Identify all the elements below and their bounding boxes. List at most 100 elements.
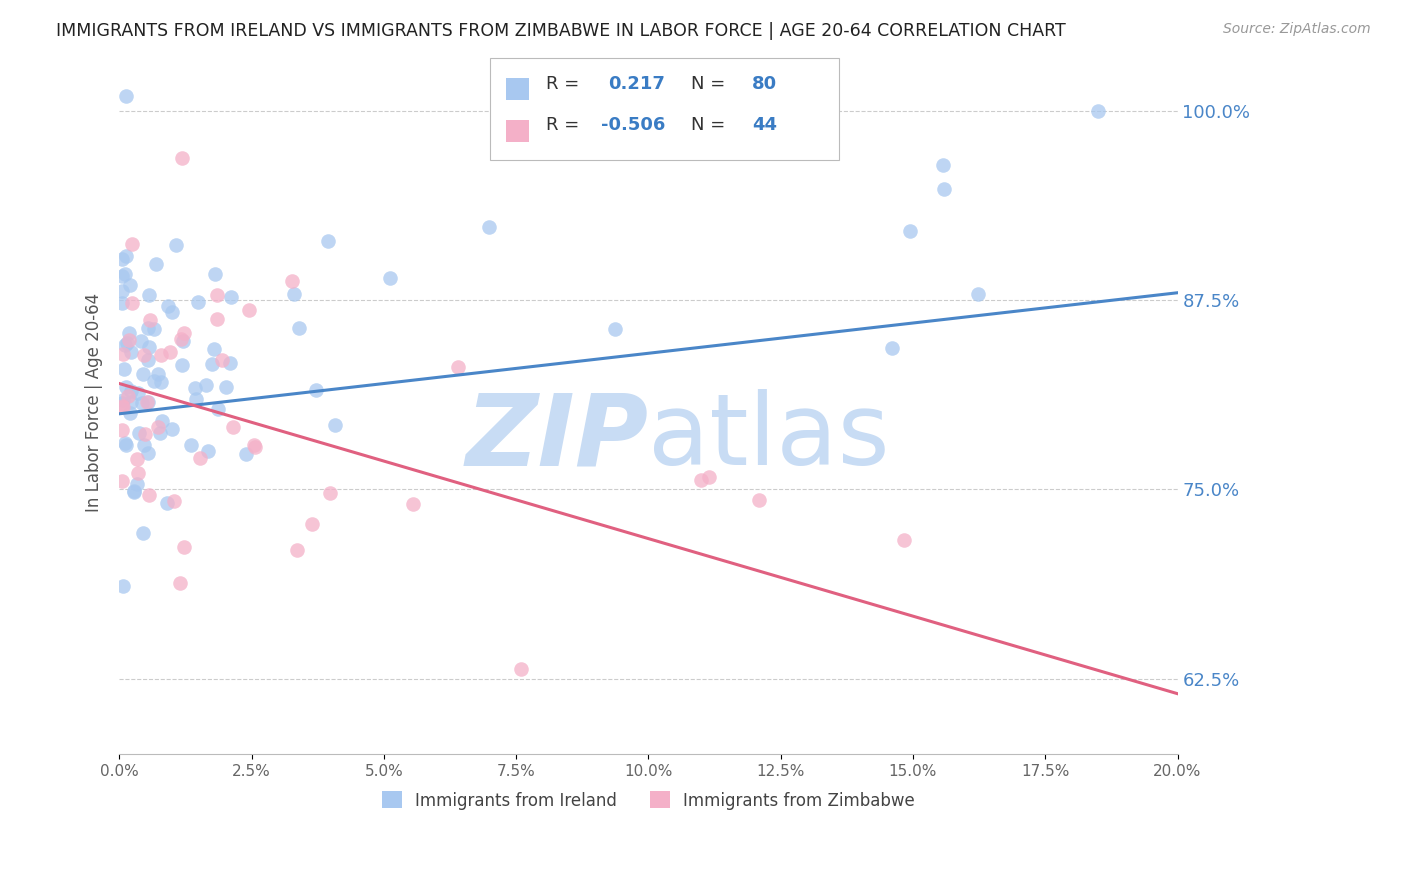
Text: 44: 44 bbox=[752, 116, 778, 134]
Point bbox=[1087, 104, 1109, 119]
Point bbox=[898, 224, 921, 238]
Point bbox=[204, 267, 226, 281]
Y-axis label: In Labor Force | Age 20-64: In Labor Force | Age 20-64 bbox=[86, 293, 103, 512]
Point bbox=[301, 517, 323, 532]
Point bbox=[184, 381, 207, 395]
FancyBboxPatch shape bbox=[506, 78, 529, 100]
Text: N =: N = bbox=[690, 116, 731, 134]
Point bbox=[114, 438, 136, 452]
Point bbox=[157, 299, 180, 313]
Point bbox=[305, 383, 328, 397]
Point bbox=[136, 320, 159, 334]
Point bbox=[112, 361, 135, 376]
Point bbox=[114, 249, 136, 263]
Point bbox=[111, 424, 134, 438]
Point bbox=[111, 393, 134, 408]
Point bbox=[194, 377, 217, 392]
Point bbox=[136, 394, 159, 409]
Point bbox=[285, 543, 308, 558]
Point bbox=[142, 375, 165, 389]
Point bbox=[127, 385, 149, 400]
Point bbox=[202, 342, 225, 356]
Point bbox=[243, 438, 266, 452]
Point bbox=[138, 445, 160, 459]
Text: 0.217: 0.217 bbox=[609, 76, 665, 94]
Point bbox=[135, 395, 157, 409]
Point bbox=[201, 357, 224, 371]
Point bbox=[163, 493, 186, 508]
Point bbox=[146, 420, 169, 434]
Point bbox=[136, 353, 159, 368]
Point bbox=[478, 220, 501, 235]
Point bbox=[173, 540, 195, 554]
Point bbox=[159, 344, 181, 359]
Point bbox=[120, 395, 142, 409]
Point bbox=[323, 417, 346, 432]
Point bbox=[880, 341, 903, 355]
Point bbox=[219, 356, 242, 370]
Point bbox=[318, 234, 340, 248]
Point bbox=[138, 340, 160, 354]
Point bbox=[319, 485, 342, 500]
Point bbox=[120, 345, 142, 359]
Point bbox=[114, 436, 136, 450]
Point bbox=[115, 380, 138, 394]
Text: R =: R = bbox=[546, 76, 585, 94]
Point bbox=[120, 384, 142, 398]
Point bbox=[150, 375, 173, 389]
Point bbox=[117, 333, 139, 347]
Point bbox=[115, 335, 138, 350]
Point bbox=[170, 332, 193, 346]
Point bbox=[111, 252, 134, 266]
Point bbox=[932, 158, 955, 172]
Point bbox=[111, 474, 134, 488]
FancyBboxPatch shape bbox=[489, 58, 839, 160]
Point bbox=[120, 406, 142, 420]
Point bbox=[111, 399, 134, 413]
Point bbox=[112, 579, 135, 593]
Text: ZIP: ZIP bbox=[465, 389, 648, 486]
Point bbox=[121, 295, 143, 310]
Point bbox=[132, 367, 155, 381]
Point bbox=[197, 443, 219, 458]
Point bbox=[605, 322, 627, 336]
Point bbox=[138, 487, 160, 501]
Point bbox=[111, 395, 134, 409]
Point bbox=[689, 473, 711, 487]
Point bbox=[118, 326, 141, 340]
Point bbox=[207, 402, 229, 417]
Text: N =: N = bbox=[690, 76, 731, 94]
Point bbox=[111, 347, 134, 361]
Point bbox=[172, 334, 194, 349]
Point bbox=[160, 304, 183, 318]
Legend: Immigrants from Ireland, Immigrants from Zimbabwe: Immigrants from Ireland, Immigrants from… bbox=[375, 785, 922, 816]
Point bbox=[215, 380, 238, 394]
Point bbox=[932, 182, 955, 196]
Point bbox=[127, 466, 149, 480]
Text: Source: ZipAtlas.com: Source: ZipAtlas.com bbox=[1223, 22, 1371, 37]
Point bbox=[160, 422, 183, 436]
Point bbox=[170, 358, 193, 372]
Point bbox=[114, 268, 136, 282]
Point bbox=[184, 392, 207, 406]
Point bbox=[188, 451, 211, 466]
Point bbox=[111, 401, 134, 415]
Point bbox=[120, 278, 142, 293]
Point bbox=[378, 270, 401, 285]
Point bbox=[235, 447, 257, 461]
Point bbox=[125, 451, 148, 466]
Point bbox=[205, 312, 228, 326]
Point bbox=[114, 337, 136, 351]
Point bbox=[129, 334, 152, 348]
Point bbox=[205, 288, 228, 302]
Text: R =: R = bbox=[546, 116, 585, 134]
Point bbox=[180, 438, 202, 452]
Point bbox=[131, 396, 153, 410]
Point bbox=[893, 533, 915, 547]
Point bbox=[510, 662, 533, 676]
Point bbox=[117, 389, 139, 403]
Point bbox=[173, 326, 195, 340]
Point bbox=[145, 257, 167, 271]
Point bbox=[967, 287, 990, 301]
Point bbox=[132, 348, 155, 362]
